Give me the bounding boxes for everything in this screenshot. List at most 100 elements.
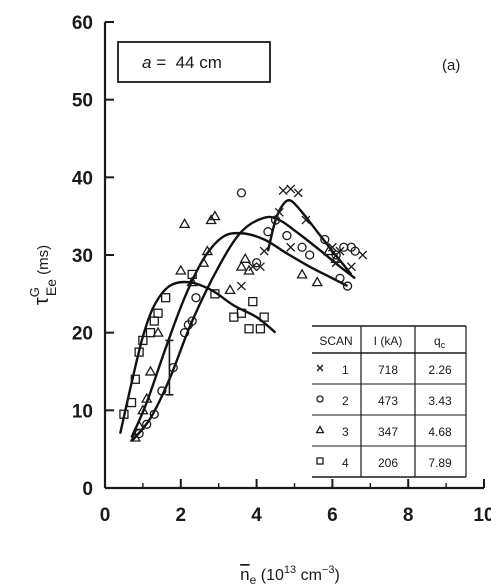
inset-label: a = 44 cm — [142, 53, 222, 72]
fit-curve-circle — [130, 215, 356, 443]
scan-table-rows: 1 718 2.26 2 473 3.43 3 347 4.68 4 206 7.89 — [315, 363, 452, 470]
data-point-square — [145, 328, 156, 338]
y-tick-label: 50 — [72, 91, 93, 112]
data-point-x — [286, 184, 296, 194]
data-point-circle — [191, 293, 201, 303]
data-point-triangle — [239, 252, 251, 263]
x-tick-label: 2 — [176, 505, 187, 526]
data-point-square — [210, 289, 220, 299]
data-point-x — [286, 242, 296, 252]
axis-tick-labels: 0 10 20 30 40 50 60 0 2 4 6 8 10 — [72, 13, 491, 526]
data-point-x — [259, 246, 269, 256]
data-point-square — [126, 397, 137, 408]
data-point-triangle — [144, 365, 157, 376]
data-point-triangle — [322, 245, 335, 256]
data-point-triangle — [209, 210, 221, 221]
data-point-triangle — [243, 264, 255, 275]
scan-table-q: 2.26 — [428, 363, 452, 377]
scan-table-q: 4.68 — [428, 425, 452, 439]
data-point-triangle — [186, 276, 198, 287]
data-point-square — [130, 374, 140, 384]
data-point-triangle — [311, 276, 323, 287]
data-point-x — [236, 281, 246, 291]
data-point-triangle — [224, 284, 236, 295]
data-point-triangle — [330, 252, 342, 263]
scan-table-q: 3.43 — [428, 394, 452, 408]
data-point-x — [255, 262, 265, 272]
data-point-x — [335, 246, 345, 256]
data-point-x-stroke — [255, 262, 265, 272]
data-point-circle — [342, 281, 353, 291]
data-point-x-stroke — [327, 242, 337, 252]
data-point-square — [153, 308, 163, 318]
data-point-triangle — [129, 431, 142, 442]
data-point-triangle — [152, 326, 164, 337]
data-point-square — [187, 269, 197, 280]
data-point-square — [255, 324, 266, 334]
inset-label-box — [117, 41, 271, 83]
data-point-square — [248, 296, 258, 307]
data-point-circle — [335, 273, 345, 283]
data-point-x — [327, 242, 337, 252]
data-point-circle — [236, 188, 247, 198]
scan-table-scan: 1 — [342, 363, 349, 377]
data-point-triangle — [178, 218, 191, 229]
data-point-triangle — [175, 264, 187, 275]
scan-table-marker-x-stroke — [316, 364, 324, 372]
data-points — [119, 184, 368, 442]
scan-table-header-current: I (kA) — [374, 334, 403, 348]
data-point-square — [244, 324, 254, 334]
panel-label: (a) — [442, 57, 460, 74]
scan-table-q: 7.89 — [428, 456, 452, 470]
data-point-x-stroke — [358, 250, 368, 260]
scan-table-current: 206 — [378, 456, 398, 470]
data-point-x-stroke — [293, 188, 303, 198]
data-point-square — [138, 335, 148, 346]
data-point-x — [278, 186, 288, 195]
data-point-circle — [149, 409, 159, 419]
scan-table: SCAN I (kA) qc 1 718 2.26 2 473 3.43 3 347 4.68 4… — [312, 325, 468, 478]
data-point-x — [248, 262, 258, 272]
scan-table-marker-square — [316, 457, 324, 465]
data-point-circle — [142, 419, 152, 429]
data-point-triangle — [235, 260, 248, 271]
scan-table-current: 718 — [378, 363, 398, 377]
data-point-circle — [305, 250, 315, 260]
data-point-circle — [320, 234, 330, 245]
error-bar — [165, 339, 174, 396]
x-tick-label: 8 — [403, 505, 414, 526]
scan-table-scan: 4 — [342, 456, 349, 470]
scan-table-current: 473 — [378, 394, 398, 408]
data-point-triangle — [133, 419, 145, 430]
data-point-triangle — [197, 256, 210, 267]
scan-table-bg — [312, 326, 468, 478]
scan-table-marker-x — [316, 364, 324, 372]
data-point-square — [119, 409, 129, 419]
data-point-square — [134, 347, 144, 357]
svg-text:τGEe (ms): τGEe (ms) — [27, 245, 59, 305]
data-point-x-stroke — [301, 215, 311, 225]
data-point-x-stroke — [346, 262, 356, 272]
data-point-x — [301, 215, 311, 225]
data-point-x-stroke — [236, 281, 246, 291]
data-point-x-stroke — [248, 262, 258, 272]
x-tick-label: 0 — [100, 505, 111, 526]
data-point-square — [236, 308, 247, 318]
data-point-circle — [251, 258, 262, 268]
y-axis-label: τGEe (ms) — [27, 245, 59, 305]
data-point-square — [259, 312, 269, 322]
data-point-circle — [297, 242, 307, 252]
data-point-square — [149, 316, 159, 326]
x-tick-label: 4 — [251, 505, 262, 526]
scan-table-header-q: qc — [434, 334, 446, 350]
data-point-circle — [263, 227, 273, 237]
x-tick-label: 10 — [473, 505, 491, 526]
data-point-circle — [179, 328, 190, 338]
data-point-x-stroke — [286, 242, 296, 252]
data-point-x-stroke — [286, 184, 296, 194]
data-point-x-stroke — [278, 186, 288, 195]
x-tick-label: 6 — [327, 505, 338, 526]
scan-table-marker-triangle — [315, 425, 325, 434]
data-point-circle — [187, 316, 197, 326]
